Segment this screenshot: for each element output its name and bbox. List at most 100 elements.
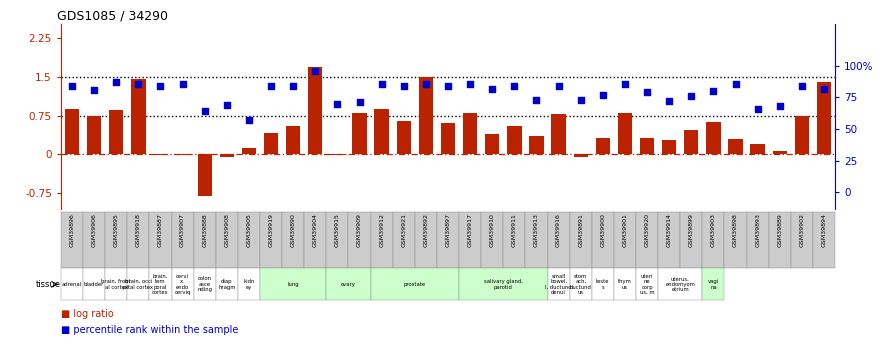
Text: GSM39908: GSM39908 <box>224 213 229 247</box>
Text: GSM39888: GSM39888 <box>202 213 207 247</box>
Bar <box>260 268 326 300</box>
Bar <box>282 212 305 268</box>
Bar <box>570 212 591 268</box>
Point <box>197 109 211 114</box>
Text: prostate: prostate <box>404 282 426 287</box>
Text: teste
s: teste s <box>596 279 609 289</box>
Point <box>817 86 831 91</box>
Point <box>242 117 256 123</box>
Bar <box>636 212 659 268</box>
Bar <box>397 121 411 155</box>
Text: GSM39904: GSM39904 <box>313 213 318 247</box>
Point <box>463 81 478 86</box>
Bar <box>481 212 504 268</box>
Text: GSM39911: GSM39911 <box>512 213 517 247</box>
Bar <box>725 212 746 268</box>
Text: GSM39913: GSM39913 <box>534 213 539 247</box>
Bar <box>260 212 282 268</box>
Bar <box>680 212 702 268</box>
Text: GSM39907: GSM39907 <box>180 213 185 247</box>
Text: ■ percentile rank within the sample: ■ percentile rank within the sample <box>61 325 238 335</box>
Bar <box>326 268 371 300</box>
Text: thym
us: thym us <box>618 279 632 289</box>
Point <box>109 79 124 85</box>
Bar <box>813 212 835 268</box>
Bar <box>105 212 127 268</box>
Bar <box>659 268 702 300</box>
Bar <box>242 148 256 155</box>
Bar <box>547 212 570 268</box>
Point <box>375 81 389 86</box>
Point <box>286 83 300 89</box>
Bar <box>127 268 150 300</box>
Bar <box>485 134 499 155</box>
Bar <box>591 268 614 300</box>
Bar <box>662 140 676 155</box>
Text: adrenal: adrenal <box>62 282 82 287</box>
Bar <box>573 155 588 157</box>
Bar <box>61 268 83 300</box>
Point <box>530 97 544 103</box>
Point <box>685 93 699 99</box>
Text: GSM39892: GSM39892 <box>424 213 428 247</box>
Text: GSM39891: GSM39891 <box>578 213 583 247</box>
Point <box>153 83 168 89</box>
Bar <box>685 130 699 155</box>
Bar <box>61 212 83 268</box>
Text: diap
hragm: diap hragm <box>218 279 236 289</box>
Point <box>706 88 720 94</box>
Text: GSM39921: GSM39921 <box>401 213 406 247</box>
Bar <box>817 82 831 155</box>
Text: vagi
na: vagi na <box>708 279 719 289</box>
Text: GSM39887: GSM39887 <box>158 213 163 247</box>
Text: GSM39898: GSM39898 <box>733 213 738 247</box>
Point <box>220 102 234 108</box>
Text: bladder: bladder <box>84 282 104 287</box>
Bar <box>216 268 237 300</box>
Text: GSM39912: GSM39912 <box>379 213 384 247</box>
Bar <box>392 212 415 268</box>
Bar <box>441 124 455 155</box>
Point <box>795 83 809 89</box>
Bar <box>463 113 478 155</box>
Bar <box>706 122 720 155</box>
Point <box>485 86 499 91</box>
Text: GSM39910: GSM39910 <box>490 213 495 247</box>
Point <box>596 92 610 98</box>
Bar <box>237 212 260 268</box>
Point <box>352 100 366 105</box>
Text: GSM39917: GSM39917 <box>468 213 472 247</box>
Text: kidn
ey: kidn ey <box>243 279 254 289</box>
Bar <box>596 138 610 155</box>
Text: colon
asce
nding: colon asce nding <box>197 276 212 292</box>
Bar <box>105 268 127 300</box>
Point <box>441 83 455 89</box>
Text: brain,
tem
poral
cortex: brain, tem poral cortex <box>152 274 168 295</box>
Text: GSM39916: GSM39916 <box>556 213 561 247</box>
Point <box>617 81 632 86</box>
Text: GSM39896: GSM39896 <box>70 213 74 247</box>
Bar <box>109 110 124 155</box>
Text: brain, front
al cortex: brain, front al cortex <box>101 279 131 289</box>
Bar <box>176 155 190 156</box>
Bar <box>352 113 366 155</box>
Bar <box>702 268 725 300</box>
Bar <box>150 268 171 300</box>
Text: GSM39905: GSM39905 <box>246 213 252 247</box>
Text: salivary gland,
parotid: salivary gland, parotid <box>484 279 522 289</box>
Bar <box>308 67 323 155</box>
Bar <box>131 79 145 155</box>
Bar <box>349 212 371 268</box>
Point <box>176 81 190 86</box>
Bar <box>702 212 725 268</box>
Bar <box>286 126 300 155</box>
Text: GSM39897: GSM39897 <box>445 213 451 247</box>
Point <box>640 90 654 95</box>
Text: cervi
x,
endo
cerviq: cervi x, endo cerviq <box>175 274 191 295</box>
Bar <box>614 268 636 300</box>
Text: GSM39899: GSM39899 <box>689 213 694 247</box>
Bar <box>197 155 211 196</box>
Text: GSM39920: GSM39920 <box>644 213 650 247</box>
Point <box>751 106 765 111</box>
Bar <box>751 144 765 155</box>
